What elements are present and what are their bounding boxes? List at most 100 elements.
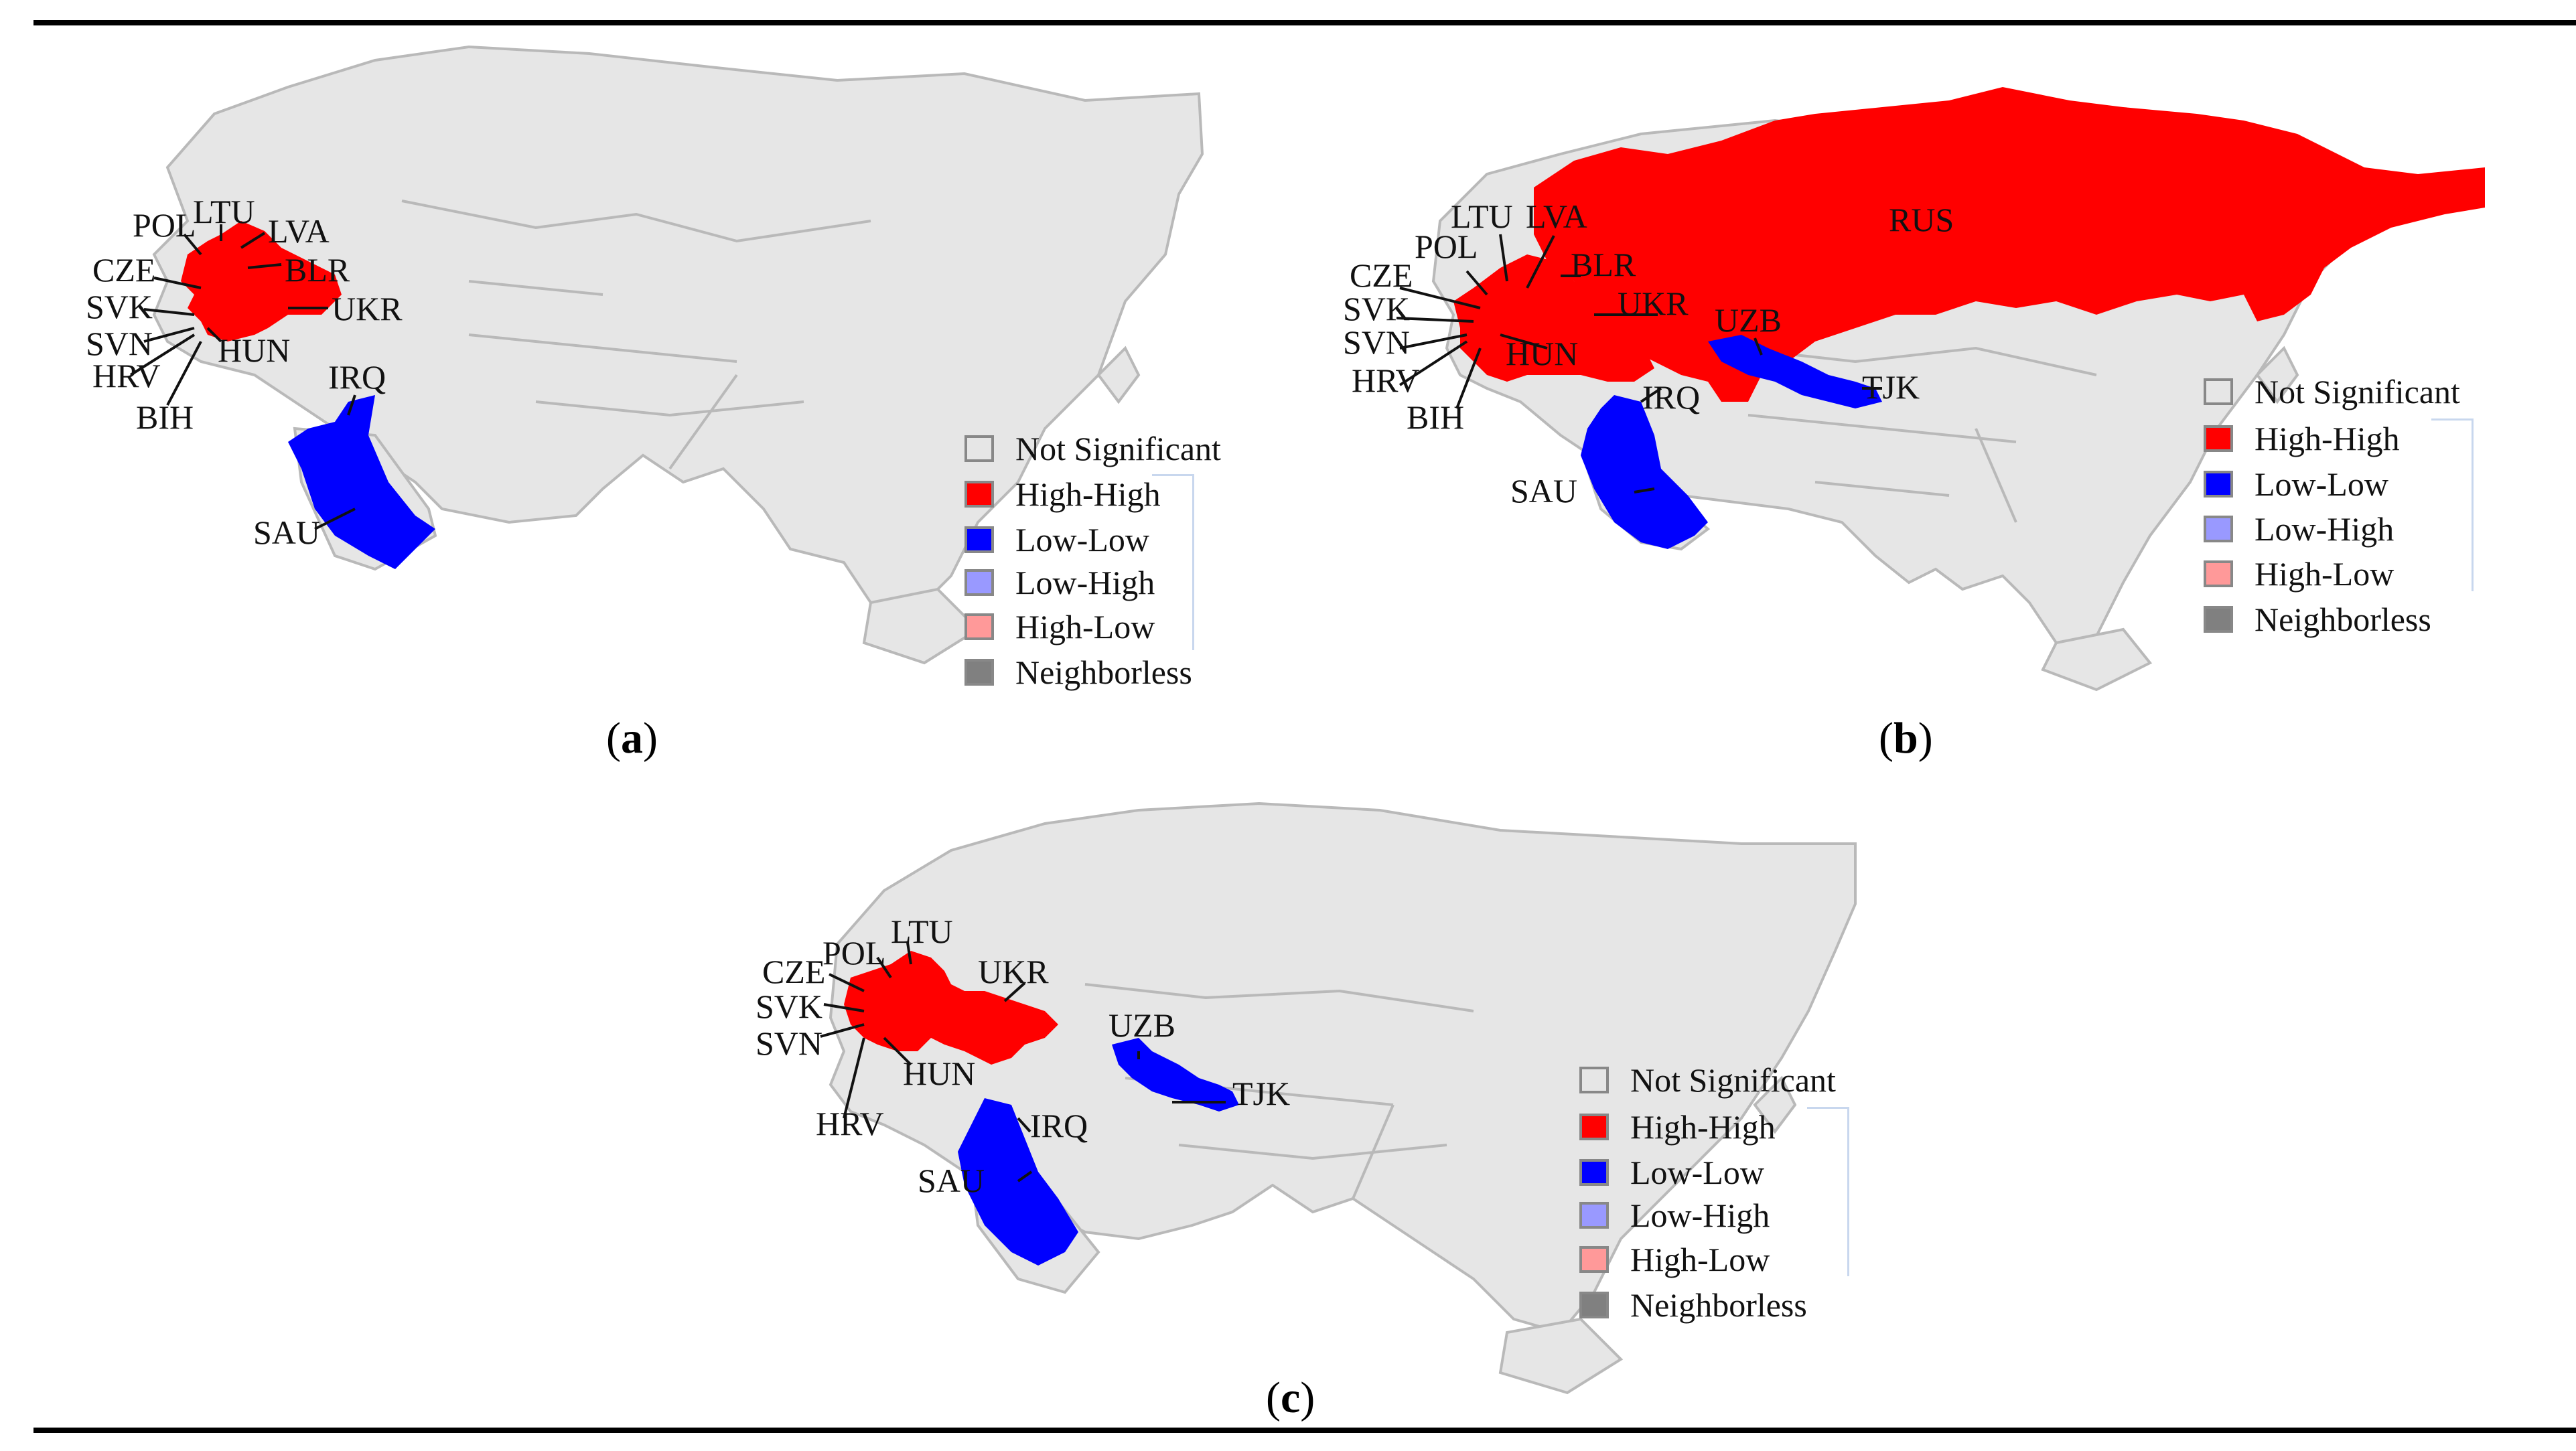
eurasia-landmass [152, 45, 1204, 618]
legend-b-item-4: High-Low [2204, 554, 2394, 594]
legend-c-item-0: Not Significant [1579, 1060, 1836, 1100]
legend-label: Neighborless [1630, 1286, 1807, 1324]
legend-b-item-1: High-High [2204, 418, 2400, 459]
legend-c-accent [1807, 1107, 1849, 1276]
southeast-asia-islands [862, 587, 981, 665]
legend-a-item-5: Neighborless [964, 652, 1192, 692]
map-panel-a: POL LTU LVA CZE BLR SVK UKR SVN HUN HRV … [0, 0, 1273, 770]
legend-c: Not Significant High-High Low-Low Low-Hi… [1579, 1060, 1861, 1328]
label-HUN: HUN [218, 331, 290, 369]
legend-c-item-4: High-Low [1579, 1239, 1770, 1280]
map-c-svg: LTU POL CZE UKR SVK SVN HUN HRV UZB TJK … [756, 801, 1857, 1395]
caption-b: (b) [1879, 714, 1933, 763]
legend-label: Neighborless [2255, 601, 2431, 638]
swatch-low-high [1579, 1202, 1609, 1229]
legend-label: Low-Low [1630, 1154, 1764, 1191]
swatch-high-low [964, 613, 994, 640]
swatch-not-significant [964, 435, 994, 462]
legend-label: High-High [2255, 420, 2400, 457]
swatch-low-high [2204, 516, 2233, 542]
label-SVK: SVK [756, 988, 822, 1025]
label-HUN: HUN [1506, 335, 1578, 372]
caption-c: (c) [1266, 1373, 1315, 1422]
swatch-neighborless [964, 659, 994, 686]
label-IRQ: IRQ [1030, 1107, 1088, 1144]
legend-b-item-5: Neighborless [2204, 599, 2431, 639]
label-POL: POL [822, 934, 885, 972]
label-UZB: UZB [1715, 301, 1782, 339]
swatch-high-high [964, 481, 994, 508]
label-SAU: SAU [918, 1162, 985, 1199]
legend-b-accent [2431, 418, 2474, 591]
swatch-not-significant [2204, 378, 2233, 405]
label-SVN: SVN [86, 325, 153, 362]
legend-label: High-Low [1630, 1241, 1770, 1278]
label-CZE: CZE [92, 251, 155, 289]
bottom-rule [33, 1428, 2576, 1433]
label-RUS: RUS [1889, 201, 1954, 238]
swatch-neighborless [2204, 606, 2233, 633]
map-panel-b: RUS LTU LVA POL CZE BLR SVK UKR SVN HUN … [1306, 0, 2576, 770]
japan [1096, 346, 1141, 404]
map-b-svg: RUS LTU LVA POL CZE BLR SVK UKR SVN HUN … [1343, 87, 2485, 692]
japan [1753, 1075, 1797, 1134]
legend-b-item-3: Low-High [2204, 509, 2394, 549]
swatch-not-significant [1579, 1067, 1609, 1093]
swatch-high-high [1579, 1114, 1609, 1140]
label-BLR: BLR [1571, 246, 1636, 283]
legend-label: High-High [1630, 1108, 1776, 1146]
label-LVA: LVA [1526, 198, 1587, 235]
label-UKR: UKR [1618, 285, 1689, 322]
high-high-cluster-europe [1453, 254, 1654, 382]
legend-a-accent [1152, 474, 1194, 650]
legend-b-item-0: Not Significant [2204, 372, 2460, 412]
caption-a: (a) [606, 714, 658, 763]
legend-a: Not Significant High-High Low-Low Low-Hi… [964, 429, 1221, 696]
low-low-uzbekistan-tajikistan [1112, 1038, 1239, 1112]
legend-b: Not Significant High-High Low-Low Low-Hi… [2204, 372, 2485, 639]
swatch-low-high [964, 569, 994, 596]
low-low-iraq-saudi [958, 1098, 1078, 1266]
legend-a-item-2: Low-Low [964, 520, 1149, 560]
legend-c-item-3: Low-High [1579, 1195, 1770, 1235]
map-panel-c: LTU POL CZE UKR SVK SVN HUN HRV UZB TJK … [670, 770, 1942, 1426]
swatch-low-low [2204, 471, 2233, 498]
label-UZB: UZB [1108, 1006, 1175, 1044]
label-CZE: CZE [762, 953, 825, 990]
label-UKR: UKR [332, 290, 403, 327]
legend-label: Low-Low [1015, 521, 1149, 558]
legend-b-item-2: Low-Low [2204, 464, 2388, 504]
label-SAU: SAU [1510, 472, 1577, 510]
swatch-high-low [2204, 560, 2233, 587]
map-a-svg: POL LTU LVA CZE BLR SVK UKR SVN HUN HRV … [86, 45, 1204, 665]
swatch-high-high [2204, 425, 2233, 452]
label-CZE: CZE [1350, 256, 1413, 294]
low-low-uzbekistan-tajikistan [1708, 335, 1882, 408]
legend-label: Low-High [1015, 564, 1155, 601]
label-SVK: SVK [1343, 290, 1410, 327]
label-IRQ: IRQ [328, 358, 386, 396]
label-SVN: SVN [756, 1024, 822, 1062]
label-POL: POL [133, 206, 196, 244]
label-HRV: HRV [816, 1105, 884, 1142]
label-IRQ: IRQ [1642, 378, 1700, 416]
legend-a-item-4: High-Low [964, 607, 1155, 647]
label-HRV: HRV [1352, 362, 1420, 399]
low-low-iraq-saudi [1581, 395, 1708, 549]
legend-label: Low-High [2255, 510, 2394, 548]
label-HRV: HRV [92, 357, 161, 394]
label-TJK: TJK [1232, 1075, 1290, 1112]
label-POL: POL [1415, 228, 1478, 265]
top-rule [33, 20, 2576, 25]
label-BIH: BIH [136, 398, 194, 436]
legend-label: Low-Low [2255, 465, 2388, 503]
label-LTU: LTU [1451, 198, 1513, 235]
legend-label: Not Significant [1630, 1061, 1836, 1099]
label-LTU: LTU [193, 193, 255, 230]
label-LTU: LTU [891, 913, 953, 950]
low-low-iraq-saudi [288, 395, 435, 569]
southeast-asia-islands [1498, 1317, 1624, 1395]
legend-a-item-1: High-High [964, 474, 1161, 514]
swatch-neighborless [1579, 1292, 1609, 1318]
legend-label: High-Low [1015, 608, 1155, 645]
